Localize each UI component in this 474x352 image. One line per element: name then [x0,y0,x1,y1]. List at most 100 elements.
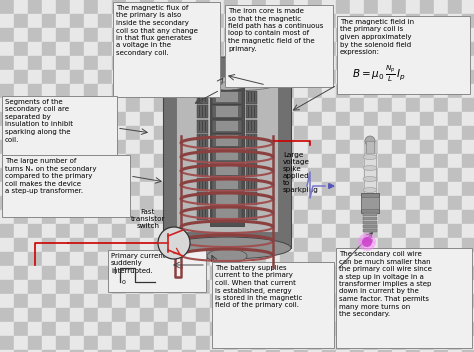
Bar [462,238,474,252]
Bar [448,280,462,294]
Bar [266,182,280,196]
Bar [434,308,448,322]
Bar [202,164,203,175]
Bar [70,182,84,196]
Bar [112,210,126,224]
Bar [168,210,182,224]
Bar [448,56,462,70]
Bar [168,154,182,168]
Bar [361,193,379,213]
Ellipse shape [363,188,377,193]
Bar [378,238,392,252]
Bar [308,154,322,168]
Bar [205,121,207,131]
Bar [280,224,294,238]
Bar [42,322,56,336]
Bar [392,70,406,84]
Bar [168,56,182,70]
Bar [126,210,140,224]
Bar [420,98,434,112]
Bar [308,238,322,252]
Bar [140,266,154,280]
Bar [197,207,208,220]
Bar [70,280,84,294]
Bar [28,126,42,140]
Bar [462,336,474,350]
Bar [196,98,210,112]
Bar [14,294,28,308]
Bar [238,28,252,42]
Bar [70,224,84,238]
Bar [140,70,154,84]
Bar [168,294,182,308]
Bar [168,322,182,336]
Bar [56,266,70,280]
Bar [254,208,255,218]
Bar [2,96,117,171]
Bar [266,126,280,140]
Bar [210,210,224,224]
Bar [363,221,377,224]
Bar [98,126,112,140]
Bar [224,70,238,84]
Bar [238,336,252,350]
Bar [98,84,112,98]
Bar [322,308,336,322]
Bar [0,238,14,252]
Bar [350,350,364,352]
Bar [266,280,280,294]
Bar [28,252,42,266]
Bar [212,262,334,348]
Bar [154,238,168,252]
Bar [350,70,364,84]
Bar [448,42,462,56]
Bar [126,224,140,238]
Bar [266,266,280,280]
Bar [140,350,154,352]
Bar [280,308,294,322]
Bar [246,91,257,104]
Bar [392,28,406,42]
Bar [154,308,168,322]
Bar [210,238,224,252]
Bar [196,84,210,98]
Bar [210,168,224,182]
Bar [140,210,154,224]
Bar [266,308,280,322]
Bar [196,336,210,350]
Bar [266,0,280,14]
Bar [98,14,112,28]
Bar [448,308,462,322]
Bar [254,121,255,131]
Bar [224,336,238,350]
Bar [252,70,266,84]
Bar [126,140,140,154]
Bar [434,336,448,350]
Bar [280,56,294,70]
Bar [205,193,207,203]
Bar [28,56,42,70]
Bar [210,182,224,196]
Bar [392,168,406,182]
Bar [182,294,196,308]
Bar [84,42,98,56]
Bar [224,154,238,168]
Bar [251,150,253,160]
Bar [224,112,238,126]
Bar [434,112,448,126]
Bar [462,266,474,280]
Bar [266,294,280,308]
Bar [0,224,14,238]
Bar [392,252,406,266]
Bar [322,70,336,84]
Bar [406,84,420,98]
Bar [14,84,28,98]
Bar [42,168,56,182]
Bar [420,182,434,196]
Bar [448,28,462,42]
Bar [406,70,420,84]
Bar [28,154,42,168]
Bar [308,336,322,350]
Bar [14,280,28,294]
Bar [14,112,28,126]
